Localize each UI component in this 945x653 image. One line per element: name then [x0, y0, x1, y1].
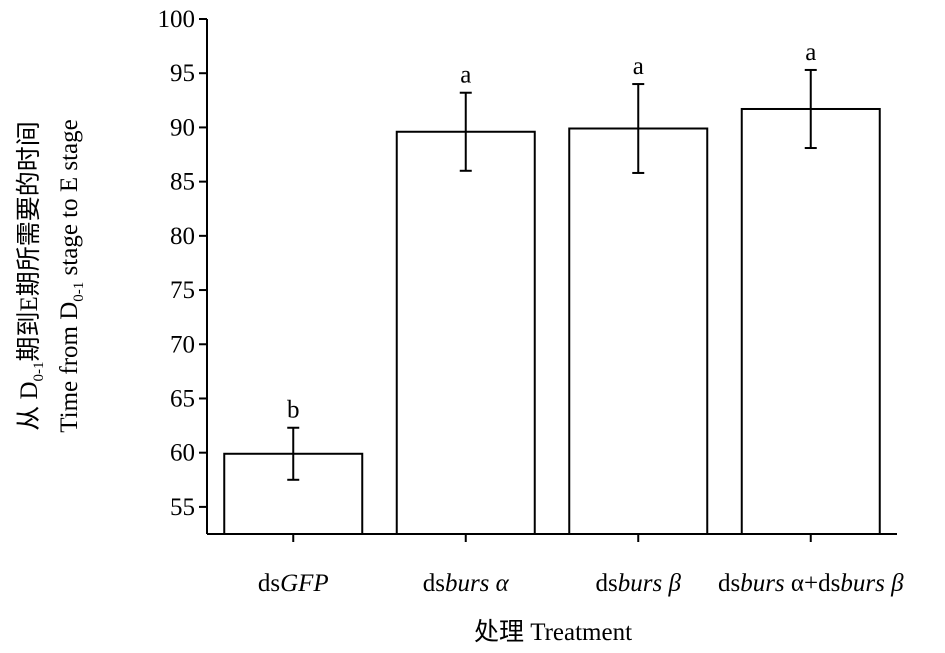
error-bar: [287, 426, 300, 481]
y-tick-label: 55: [170, 494, 195, 521]
error-bars: [287, 68, 817, 481]
significance-label: a: [805, 39, 816, 66]
bar: [740, 107, 881, 535]
y-tick-label: 75: [170, 277, 195, 304]
y-tick-label: 80: [170, 223, 195, 250]
x-tick-label: dsGFP: [258, 570, 329, 597]
x-tick-label: dsburs α: [423, 570, 510, 597]
y-tick-label: 60: [170, 440, 195, 467]
x-tick-label: dsburs β: [596, 570, 682, 597]
significance-label: a: [633, 53, 644, 80]
error-bar: [804, 68, 817, 150]
y-tick-label: 85: [170, 169, 195, 196]
y-tick-label: 90: [170, 114, 195, 141]
y-tick-label: 95: [170, 60, 195, 87]
error-bar: [459, 91, 472, 172]
y-tick-label: 65: [170, 385, 195, 412]
y-ticks: 55 60 65 70 75 80 85 90 95 100: [158, 6, 207, 521]
y-axis-title-chinese: 从 D0-1期到E期所需要的时间: [15, 121, 47, 431]
significance-label: b: [287, 397, 300, 424]
error-bar: [632, 83, 645, 174]
y-axis-title-english: Time from D0-1 stage to E stage: [56, 119, 87, 432]
y-tick-label: 70: [170, 331, 195, 358]
x-tick-label: dsburs α+dsburs β: [718, 570, 904, 597]
y-tick-label: 100: [158, 6, 196, 33]
x-axis-title: 处理 Treatment: [474, 618, 632, 646]
bar: [395, 130, 536, 535]
x-ticks: dsGFP dsburs α dsburs β dsburs α+dsburs β: [258, 534, 904, 597]
bar: [568, 127, 709, 536]
significance-label: a: [460, 62, 471, 89]
significance-labels: b a a a: [287, 39, 816, 424]
bars: [223, 107, 881, 536]
